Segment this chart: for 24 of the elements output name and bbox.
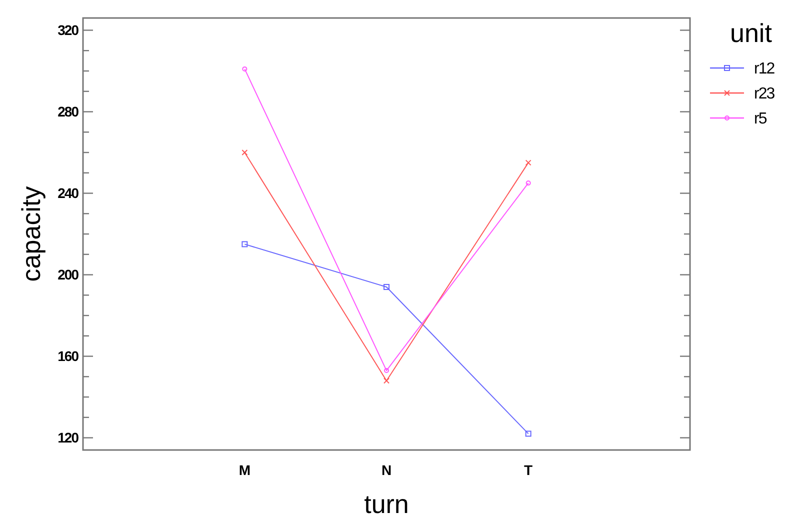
point xyxy=(525,160,532,166)
y-tick-label: 120 xyxy=(58,430,80,446)
x-tick-label: T xyxy=(524,462,534,478)
y-tick-label: 200 xyxy=(58,266,80,283)
point xyxy=(526,180,531,186)
legend-label: r5 xyxy=(754,110,768,128)
legend-label: r23 xyxy=(754,86,776,103)
x-tick-label: M xyxy=(238,462,251,478)
x-axis-title: turn xyxy=(364,489,409,519)
point xyxy=(242,149,248,156)
point xyxy=(242,66,248,72)
legend-label: r12 xyxy=(754,60,776,78)
y-tick-label: 240 xyxy=(58,185,80,202)
y-tick-label: 160 xyxy=(58,348,80,364)
y-axis-title: capacity xyxy=(16,186,46,282)
point xyxy=(242,241,248,248)
point xyxy=(525,430,532,437)
legend-title: unit xyxy=(730,18,773,48)
y-tick-label: 280 xyxy=(58,104,80,120)
point xyxy=(384,284,390,290)
x-tick-label: N xyxy=(381,462,392,478)
point xyxy=(384,368,389,374)
point xyxy=(384,378,390,384)
y-tick-label: 320 xyxy=(58,22,80,38)
